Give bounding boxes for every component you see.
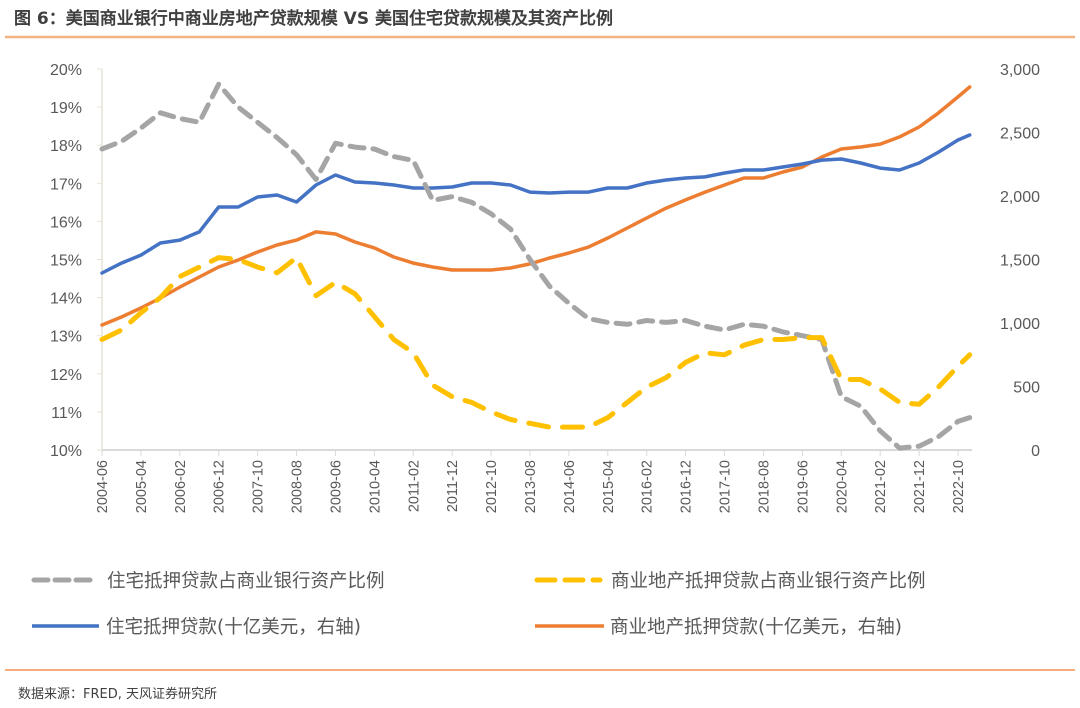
- x-tick-label: 2016-02: [640, 460, 656, 513]
- x-tick-label: 2010-04: [367, 460, 383, 513]
- x-tick-label: 2021-12: [912, 460, 928, 513]
- y-left-tick-label: 10%: [50, 443, 82, 460]
- x-tick-label: 2005-04: [134, 460, 150, 513]
- x-tick-label: 2006-12: [212, 460, 228, 513]
- y-left-tick-label: 18%: [50, 138, 82, 155]
- y-right-tick-label: 2,500: [1000, 126, 1040, 143]
- x-tick-label: 2004-06: [95, 460, 111, 513]
- x-tick-label: 2011-02: [406, 460, 422, 512]
- legend-label-yellow: 商业地产抵押贷款占商业银行资产比例: [611, 571, 926, 592]
- x-tick-label: 2020-04: [834, 460, 850, 513]
- series-line-blue: [100, 133, 972, 275]
- x-tick-label: 2012-10: [484, 460, 500, 513]
- x-tick-label: 2015-04: [601, 460, 617, 513]
- x-tick-label: 2007-10: [251, 460, 267, 513]
- x-tick-label: 2022-10: [951, 460, 967, 513]
- x-tick-label: 2006-02: [173, 460, 189, 513]
- x-tick-label: 2008-08: [290, 460, 306, 513]
- legend-item-blue: 住宅抵押贷款(十亿美元，右轴): [32, 617, 361, 638]
- legend-label-gray: 住宅抵押贷款占商业银行资产比例: [107, 571, 385, 592]
- y-left-tick-label: 12%: [50, 367, 82, 384]
- legend-label-blue: 住宅抵押贷款(十亿美元，右轴): [106, 617, 361, 638]
- y-right-tick-label: 0: [1031, 443, 1040, 460]
- y-right-tick-label: 1,500: [1000, 253, 1040, 270]
- x-tick-label: 2016-12: [679, 460, 695, 513]
- series-line-orange: [100, 85, 972, 327]
- y-left-tick-label: 13%: [50, 329, 82, 346]
- legend-item-gray: 住宅抵押贷款占商业银行资产比例: [31, 571, 385, 592]
- y-left-tick-label: 14%: [50, 291, 82, 308]
- legend: 住宅抵押贷款占商业银行资产比例 商业地产抵押贷款占商业银行资产比例 住宅抵押贷款…: [31, 571, 926, 638]
- y-left-tick-label: 15%: [50, 253, 82, 270]
- y-left-tick-label: 16%: [50, 214, 82, 231]
- x-tick-label: 2011-12: [445, 460, 461, 512]
- y-left-tick-label: 11%: [51, 405, 82, 422]
- legend-label-orange: 商业地产抵押贷款(十亿美元，右轴): [610, 617, 902, 638]
- y-left-tick-label: 19%: [50, 100, 82, 117]
- series-line-yellow: [99, 255, 973, 430]
- y-right-tick-label: 2,000: [1000, 189, 1040, 206]
- axes: 10% 11% 12% 13% 14% 15% 16% 17% 18% 19% 20% 0 500 1,0…: [50, 62, 1040, 513]
- x-tick-label: 2019-06: [795, 460, 811, 513]
- chart-title: 图 6：美国商业银行中商业房地产贷款规模 VS 美国住宅贷款规模及其资产比例: [14, 8, 613, 29]
- y-left-tick-label: 17%: [50, 176, 82, 193]
- series-group: [99, 81, 973, 451]
- y-right-tick-label: 3,000: [1000, 62, 1040, 79]
- y-right-tick-label: 500: [1013, 380, 1040, 397]
- source-note: 数据来源：FRED, 天风证券研究所: [18, 686, 217, 702]
- x-tick-label: 2017-10: [718, 460, 734, 513]
- x-tick-label: 2009-06: [328, 460, 344, 513]
- y-left-tick-label: 20%: [50, 62, 82, 79]
- series-line-gray: [99, 81, 973, 451]
- legend-item-orange: 商业地产抵押贷款(十亿美元，右轴): [535, 617, 902, 638]
- x-tick-label: 2013-08: [523, 460, 539, 513]
- x-tick-label: 2018-08: [756, 460, 772, 513]
- x-tick-label: 2014-06: [562, 460, 578, 513]
- x-tick-label: 2021-02: [873, 460, 889, 513]
- y-right-tick-label: 1,000: [1000, 316, 1040, 333]
- legend-item-yellow: 商业地产抵押贷款占商业银行资产比例: [534, 571, 926, 592]
